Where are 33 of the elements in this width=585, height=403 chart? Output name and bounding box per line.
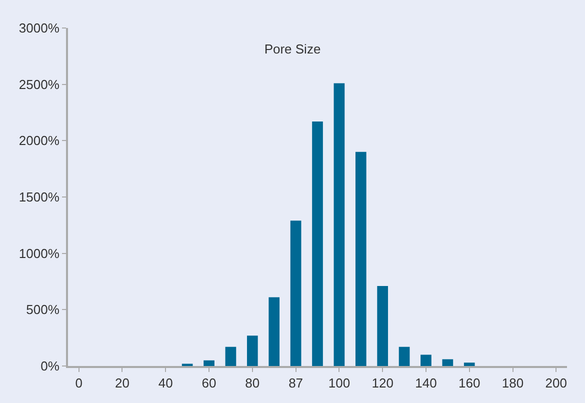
x-tick-label: 100 [328,376,350,391]
x-tick-label: 20 [115,376,130,391]
text: Pore Size [264,41,321,56]
x-tick-label: 160 [458,376,480,391]
y-tick-label: 1000% [18,246,60,261]
bar [334,83,345,366]
y-tick-label: 0% [40,358,60,374]
x-tick-label: 60 [202,376,216,391]
y-tick-label: 1500% [18,190,60,205]
bar [442,359,454,366]
bar [268,297,280,366]
x-tick-label: 120 [372,376,394,391]
x-tick-label: 80 [245,376,260,391]
bar [312,122,323,366]
x-tick-label: 0 [75,376,82,391]
y-tick-label: 2500% [18,76,60,92]
bar [204,360,214,366]
bar [225,346,236,366]
bar [377,286,388,366]
bar [355,152,366,366]
y-tick-label: 3000% [18,20,60,36]
x-tick-label: 140 [415,376,437,391]
x-tick-label: 180 [502,376,524,391]
bar [398,346,410,366]
x-tick-label: 87 [288,376,304,391]
y-tick-label: 500% [26,302,60,318]
bar [420,354,432,366]
bar [246,336,258,366]
x-tick-label: 40 [158,376,173,391]
x-tick-label: 200 [545,376,567,391]
bar [464,362,475,366]
bar [290,220,302,366]
y-tick-label: 2000% [18,133,60,148]
